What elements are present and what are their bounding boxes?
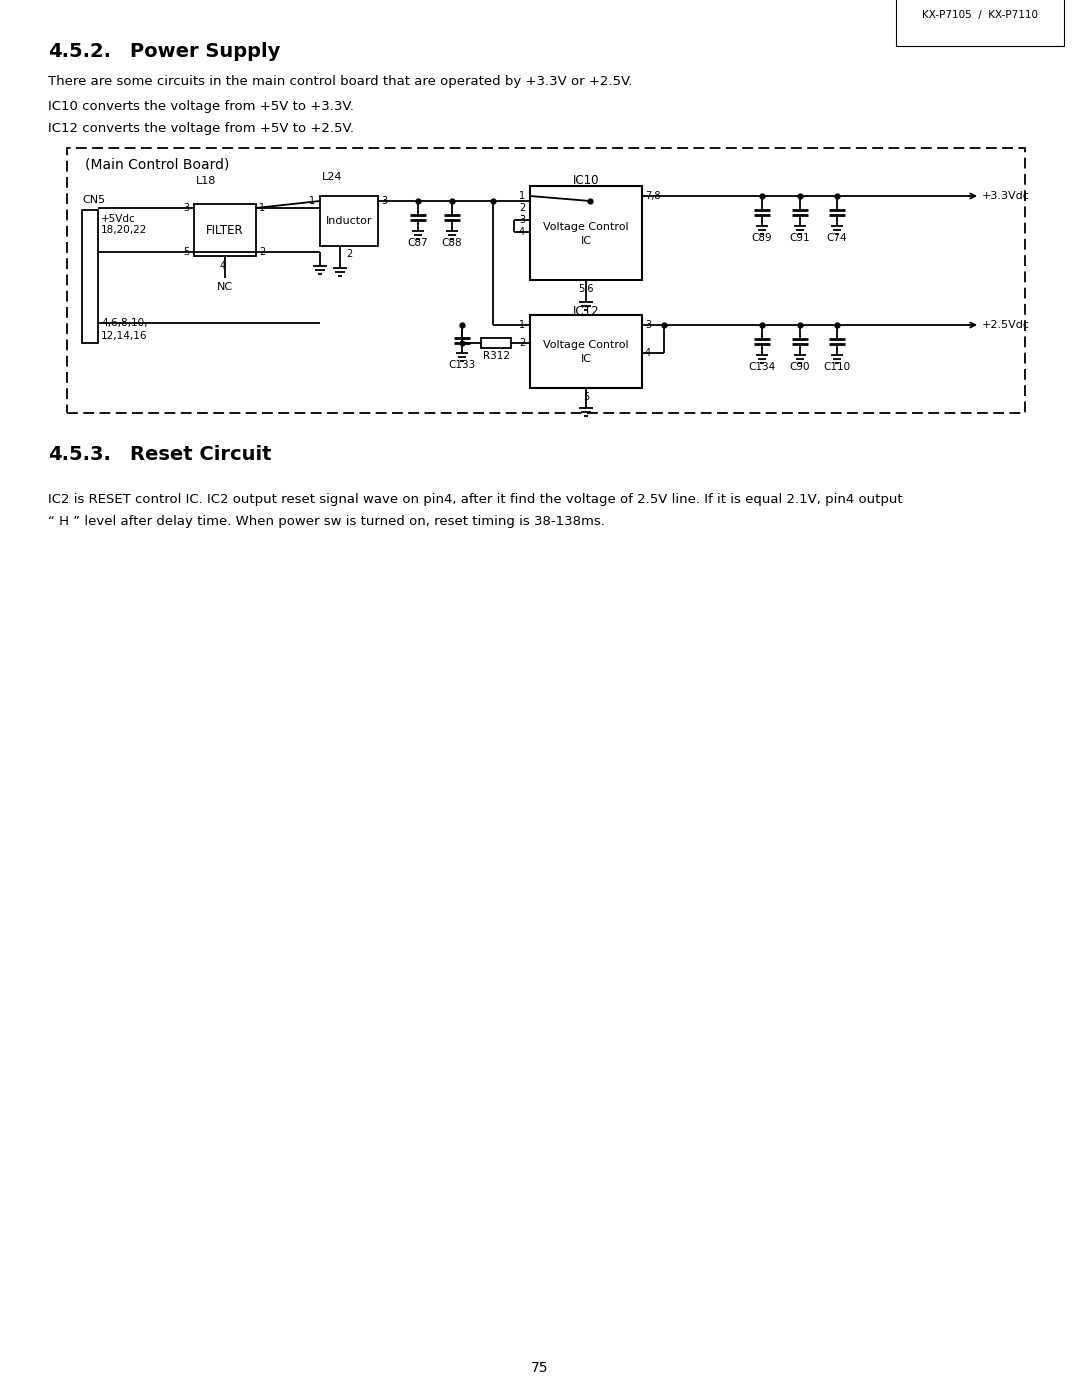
Text: Reset Circuit: Reset Circuit [130,446,271,464]
Text: 2: 2 [518,338,525,348]
Text: NC: NC [217,282,233,292]
Text: 3: 3 [518,215,525,225]
Text: 4,6,8,10,: 4,6,8,10, [102,319,148,328]
Text: IC10 converts the voltage from +5V to +3.3V.: IC10 converts the voltage from +5V to +3… [48,101,354,113]
Text: +2.5Vdc: +2.5Vdc [982,320,1030,330]
Text: C134: C134 [748,362,775,372]
Bar [481,338,511,348]
Text: R312: R312 [483,351,510,360]
Text: +3.3Vdc: +3.3Vdc [982,191,1030,201]
Text: IC12: IC12 [572,305,599,319]
Text: Inductor: Inductor [326,217,373,226]
Text: Voltage Control: Voltage Control [543,222,629,232]
Text: Voltage Control: Voltage Control [543,341,629,351]
Text: C88: C88 [442,237,462,249]
Text: 4.5.2.: 4.5.2. [48,42,111,61]
Text: There are some circuits in the main control board that are operated by +3.3V or : There are some circuits in the main cont… [48,75,633,88]
Text: KX-P7105  /  KX-P7110: KX-P7105 / KX-P7110 [922,10,1038,20]
Text: L18: L18 [195,176,216,186]
Text: +5Vdc: +5Vdc [102,214,136,224]
Text: 12,14,16: 12,14,16 [102,331,148,341]
Bar [67,148,1025,414]
Text: 75: 75 [531,1361,549,1375]
Text: 4: 4 [518,226,525,237]
Text: C90: C90 [789,362,810,372]
Text: (Main Control Board): (Main Control Board) [85,158,229,172]
Text: IC: IC [581,355,592,365]
Text: C89: C89 [752,233,772,243]
Bar [194,204,256,256]
Text: 2: 2 [259,247,266,257]
Text: 1: 1 [259,203,265,212]
Text: 4: 4 [220,261,226,271]
Bar [530,314,642,388]
Text: 4: 4 [645,348,651,358]
Text: 5: 5 [183,247,189,257]
Bar [82,210,98,344]
Text: 18,20,22: 18,20,22 [102,225,147,235]
Text: C110: C110 [823,362,851,372]
Text: C87: C87 [407,237,429,249]
Text: 3: 3 [183,203,189,212]
Text: IC12 converts the voltage from +5V to +2.5V.: IC12 converts the voltage from +5V to +2… [48,122,354,136]
Bar [530,186,642,279]
Text: L24: L24 [322,172,342,182]
Text: FILTER: FILTER [206,224,244,236]
Text: IC: IC [581,236,592,246]
Text: C74: C74 [826,233,848,243]
Text: IC2 is RESET control IC. IC2 output reset signal wave on pin4, after it find the: IC2 is RESET control IC. IC2 output rese… [48,493,903,506]
Text: “ H ” level after delay time. When power sw is turned on, reset timing is 38-138: “ H ” level after delay time. When power… [48,515,605,528]
Text: 2: 2 [518,203,525,212]
Text: 4.5.3.: 4.5.3. [48,446,111,464]
Text: 1: 1 [309,196,315,205]
Text: C133: C133 [448,360,475,370]
Text: 1: 1 [518,320,525,330]
Text: 5,6: 5,6 [578,284,594,293]
Text: Power Supply: Power Supply [130,42,281,61]
Text: C91: C91 [789,233,810,243]
Text: CN5: CN5 [82,196,105,205]
Text: 2: 2 [346,249,352,258]
Bar [320,196,378,246]
Text: 3: 3 [381,196,387,205]
Text: 7,8: 7,8 [645,191,661,201]
Text: 5: 5 [583,393,589,402]
Text: 3: 3 [645,320,651,330]
Text: 1: 1 [518,191,525,201]
Text: IC10: IC10 [572,175,599,187]
